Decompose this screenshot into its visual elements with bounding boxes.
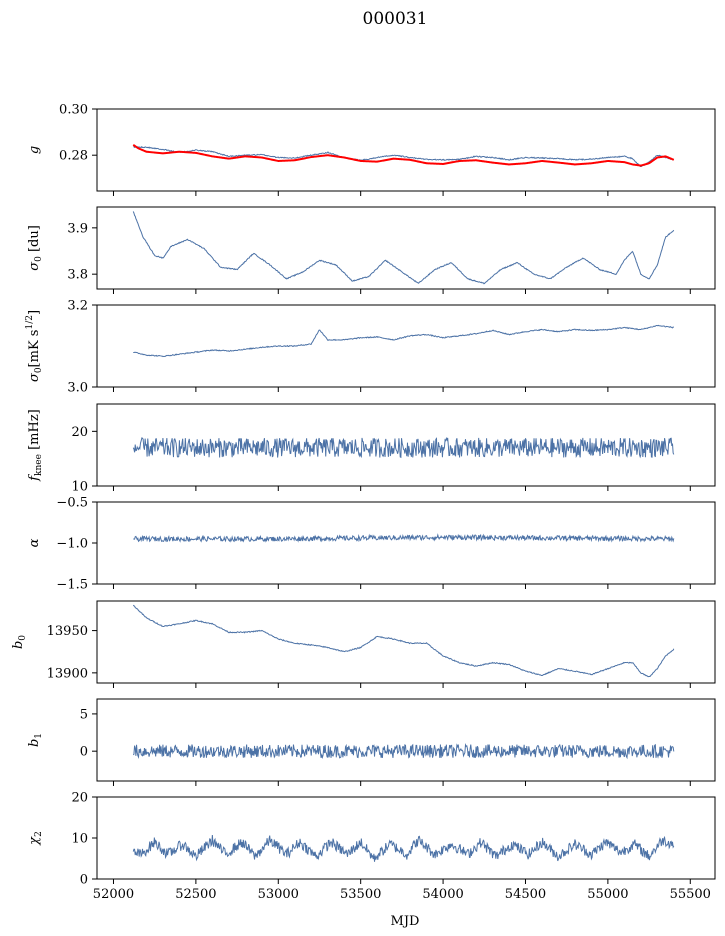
- x-tick-label: 52500: [175, 887, 216, 902]
- x-axis-label: MJD: [391, 914, 420, 929]
- y-tick-label: 0: [80, 873, 88, 888]
- y-tick-label: 3.2: [67, 299, 88, 314]
- y-tick-label: 5: [80, 707, 88, 722]
- data-series-line: [132, 604, 675, 678]
- y-tick-label: 10: [71, 832, 88, 847]
- y-tick-label: 3.0: [67, 381, 88, 396]
- y-tick-label: −1.5: [56, 578, 88, 593]
- y-tick-label: −1.0: [56, 537, 88, 552]
- panel-frame: [96, 698, 716, 782]
- data-series-line: [132, 742, 675, 760]
- panels: 0.28 0.30 g 3.8 3.9 σ0 [du] 3.0 3.2 σ0[mK s1/2] 1…: [11, 103, 716, 902]
- panel-frame: [96, 403, 716, 487]
- x-tick-label: 54000: [422, 887, 463, 902]
- y-tick-label: 13950: [47, 624, 88, 639]
- y-axis-label: fknee [mHz]: [27, 409, 44, 482]
- y-tick-label: 10: [71, 480, 88, 495]
- data-series-line: [132, 211, 675, 285]
- data-series-line: [133, 324, 675, 358]
- panel-1: 0.28 0.30 g: [27, 103, 716, 196]
- panel-frame: [96, 108, 716, 192]
- y-tick-label: 20: [71, 791, 88, 806]
- y-tick-label: 0: [80, 745, 88, 760]
- panel-5: −1.5 −1.0 −0.5 α: [27, 496, 716, 593]
- panel-6: 13900 13950 b0: [11, 600, 716, 688]
- y-tick-label: 3.9: [67, 221, 88, 236]
- panel-frame: [96, 600, 716, 684]
- panel-7: 0 5 b1: [27, 698, 716, 786]
- y-axis-label: α: [27, 538, 42, 547]
- panel-3: 3.0 3.2 σ0[mK s1/2]: [25, 299, 716, 396]
- fit-series-line: [132, 143, 675, 167]
- y-axis-label: σ0 [du]: [27, 225, 44, 271]
- data-series-line: [132, 834, 675, 862]
- x-tick-label: 53000: [258, 887, 299, 902]
- panel-2: 3.8 3.9 σ0 [du]: [27, 206, 716, 294]
- panel-4: 10 20 fknee [mHz]: [27, 403, 716, 495]
- data-series-line: [133, 533, 675, 543]
- y-axis-label: g: [27, 146, 42, 154]
- x-tick-label: 55000: [587, 887, 628, 902]
- x-tick-label: 52000: [93, 887, 134, 902]
- panel-frame: [96, 501, 716, 585]
- y-tick-label: 0.28: [59, 149, 88, 164]
- y-tick-label: 20: [71, 425, 88, 440]
- panel-8: 0 10 20 52000 52500 53000 53500 54000 54500 55000…: [27, 791, 716, 902]
- y-axis-label: b1: [27, 733, 44, 747]
- y-axis-label: b0: [11, 635, 28, 649]
- x-tick-label: 53500: [340, 887, 381, 902]
- x-tick-label: 54500: [505, 887, 546, 902]
- y-axis-label: χ2: [27, 831, 44, 846]
- data-series-line: [133, 145, 674, 168]
- y-tick-label: 13900: [47, 666, 88, 681]
- x-tick-label: 55500: [670, 887, 711, 902]
- panel-frame: [96, 796, 716, 880]
- y-tick-label: 0.30: [59, 103, 88, 118]
- y-tick-label: −0.5: [56, 496, 88, 511]
- y-axis-label: σ0[mK s1/2]: [25, 310, 44, 382]
- figure-title: 000031: [363, 9, 428, 29]
- panel-frame: [96, 206, 716, 290]
- panel-frame: [96, 304, 716, 388]
- data-series-line: [132, 436, 675, 459]
- y-tick-label: 3.8: [67, 268, 88, 283]
